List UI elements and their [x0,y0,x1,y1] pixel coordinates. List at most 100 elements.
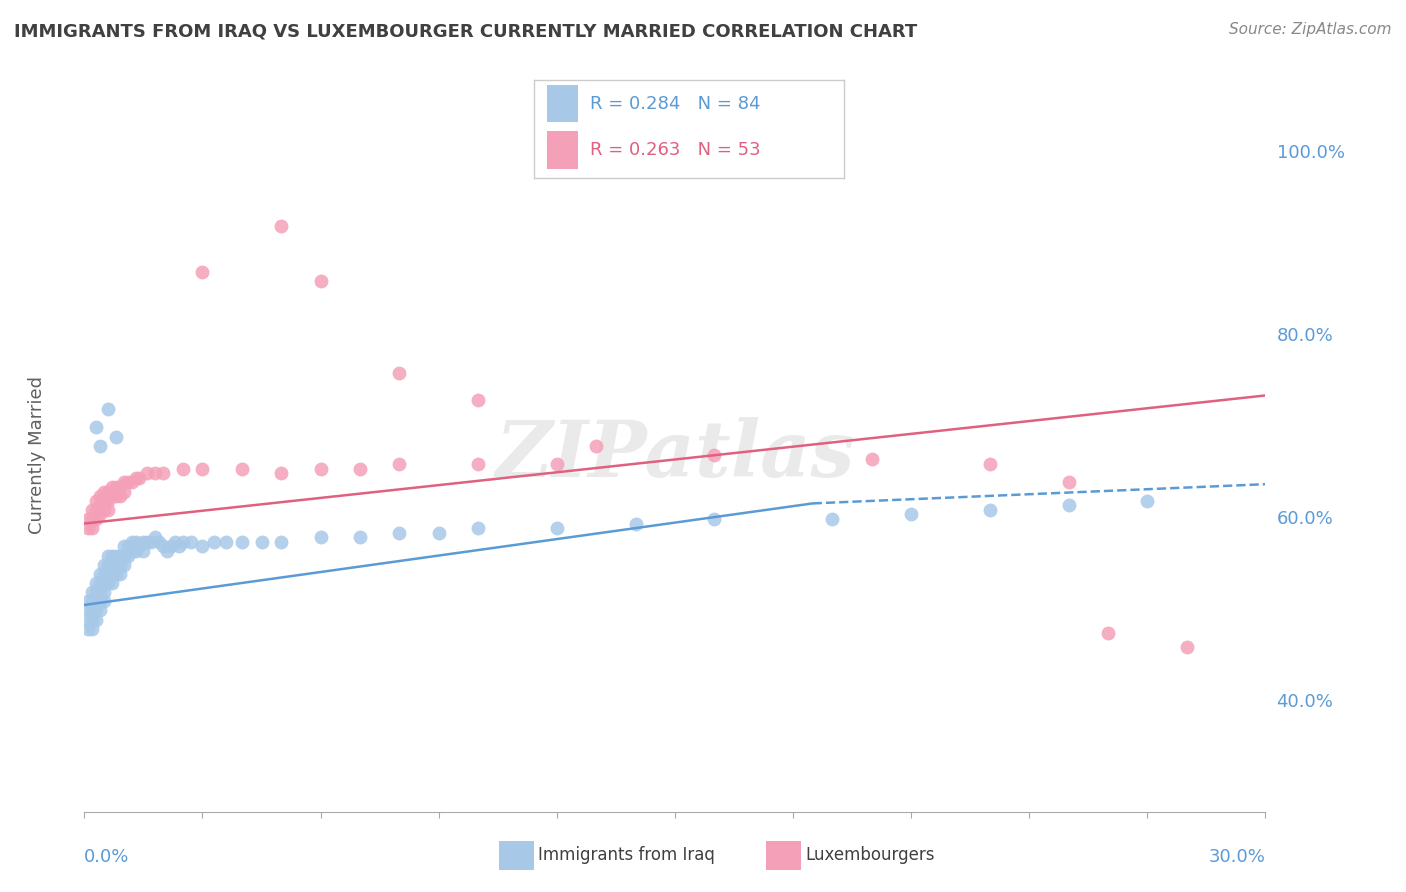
Point [128,471,150,485]
Point [1057,498,1080,512]
Text: Immigrants from Iraq: Immigrants from Iraq [538,847,716,864]
Point [148,534,170,549]
Text: 80.0%: 80.0% [1277,327,1333,345]
Point [89,489,111,503]
Point [89,566,111,581]
Point [84,493,107,508]
Point [1136,493,1159,508]
Point [101,558,124,572]
Point [270,219,292,234]
Point [191,461,214,475]
Point [979,457,1001,471]
Text: 60.0%: 60.0% [1277,510,1333,528]
Point [101,576,124,591]
Point [104,429,127,443]
Point [132,544,155,558]
Point [900,508,922,522]
Point [84,594,107,608]
Point [108,566,131,581]
Point [84,613,107,627]
Point [121,544,143,558]
Point [82,603,104,617]
Text: 0.0%: 0.0% [84,848,129,866]
Point [132,534,155,549]
Point [93,503,115,517]
Point [101,549,124,563]
Point [172,534,194,549]
Point [703,448,725,462]
Point [172,461,194,475]
Point [546,521,568,535]
Text: IMMIGRANTS FROM IRAQ VS LUXEMBOURGER CURRENTLY MARRIED CORRELATION CHART: IMMIGRANTS FROM IRAQ VS LUXEMBOURGER CUR… [14,22,917,40]
Point [152,540,174,554]
Point [191,540,214,554]
Point [117,475,139,490]
Point [231,461,253,475]
Text: ZIPatlas: ZIPatlas [495,417,855,493]
Point [167,540,190,554]
Point [160,540,183,554]
Text: Luxembourgers: Luxembourgers [806,847,935,864]
Point [97,484,120,499]
Point [82,594,104,608]
Point [97,576,120,591]
Point [104,566,127,581]
Point [101,566,124,581]
Point [93,558,115,572]
Point [546,457,568,471]
Point [112,540,135,554]
Point [82,613,104,627]
Point [979,503,1001,517]
Point [89,508,111,522]
Point [180,534,202,549]
Point [860,452,883,467]
Text: Currently Married: Currently Married [28,376,46,534]
Point [77,603,100,617]
Point [1175,640,1198,654]
Point [97,566,120,581]
Point [121,534,143,549]
Point [163,534,186,549]
Point [156,544,179,558]
Point [124,471,146,485]
Point [309,530,332,544]
Point [143,467,166,481]
Point [250,534,273,549]
Point [467,457,489,471]
Point [89,439,111,453]
Point [84,420,107,434]
Point [82,585,104,599]
Point [309,461,332,475]
Point [388,525,411,540]
Point [89,603,111,617]
Point [112,549,135,563]
Point [84,576,107,591]
Point [97,402,120,417]
Point [231,534,253,549]
Point [270,534,292,549]
Point [309,274,332,288]
Point [93,484,115,499]
Text: R = 0.263   N = 53: R = 0.263 N = 53 [591,141,761,159]
Point [467,392,489,407]
Point [108,558,131,572]
Point [77,622,100,636]
Point [112,558,135,572]
Point [349,530,371,544]
Point [97,503,120,517]
Point [270,467,292,481]
Point [388,457,411,471]
Point [82,503,104,517]
Point [82,622,104,636]
Text: 100.0%: 100.0% [1277,144,1344,162]
Point [117,549,139,563]
Point [215,534,238,549]
Point [108,489,131,503]
Point [703,512,725,526]
Point [89,585,111,599]
Point [84,603,107,617]
Point [93,576,115,591]
Point [427,525,450,540]
Point [77,594,100,608]
Point [89,498,111,512]
